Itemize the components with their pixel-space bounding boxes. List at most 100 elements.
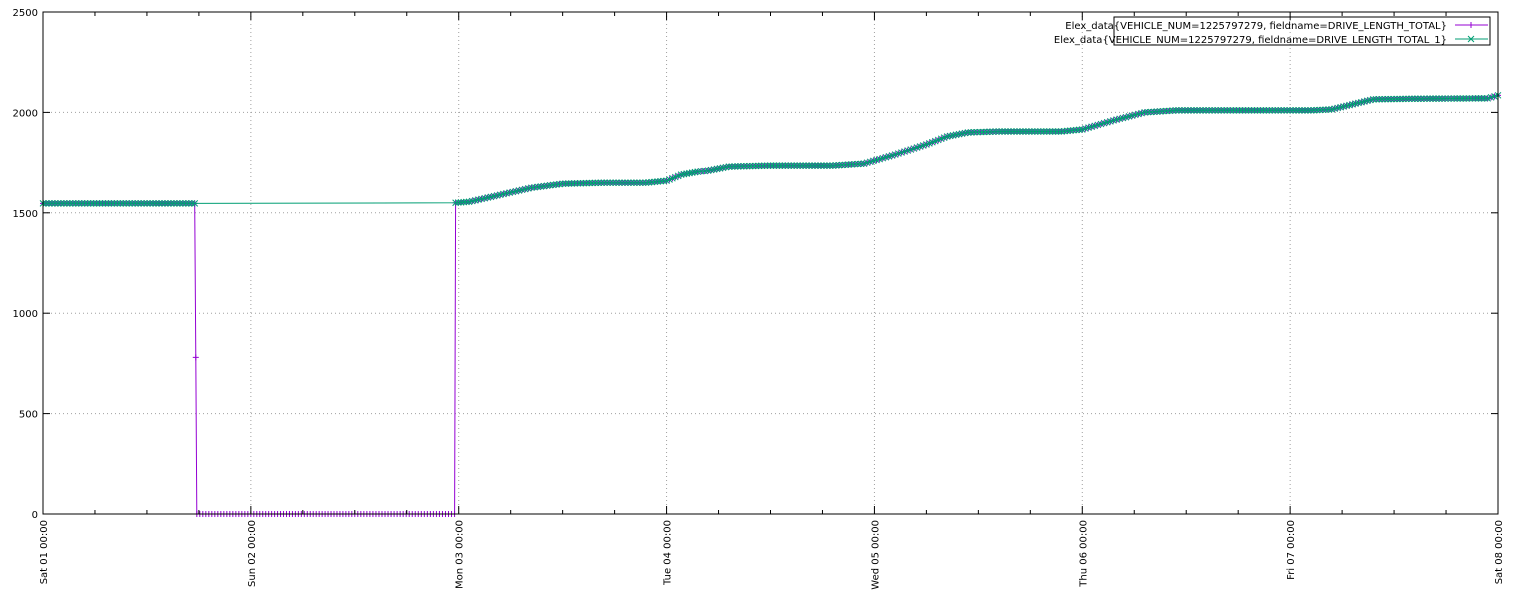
data-point — [1447, 95, 1455, 102]
data-point — [970, 128, 978, 136]
data-point — [1283, 107, 1291, 114]
y-tick-label: 2500 — [13, 8, 38, 19]
data-point — [1199, 107, 1207, 114]
data-point — [1469, 95, 1476, 102]
data-point — [176, 200, 184, 207]
data-point — [980, 128, 987, 136]
data-point — [1217, 107, 1225, 114]
data-point — [651, 178, 659, 186]
data-point — [125, 200, 133, 207]
data-point — [1435, 95, 1443, 102]
data-point — [758, 162, 765, 170]
data-point — [814, 162, 822, 169]
data-point — [1013, 128, 1021, 135]
data-point — [597, 179, 605, 187]
data-point — [784, 162, 792, 169]
data-point — [1172, 107, 1180, 114]
data-point — [87, 200, 94, 207]
series-markers — [40, 92, 1501, 517]
data-point — [1301, 107, 1309, 114]
data-point — [1242, 107, 1249, 114]
data-point — [1298, 107, 1306, 114]
data-point — [146, 200, 154, 207]
data-point — [1322, 106, 1330, 114]
data-point — [1187, 107, 1195, 114]
data-point — [191, 200, 199, 207]
data-point — [170, 200, 178, 207]
data-point — [51, 200, 59, 207]
data-point — [185, 200, 193, 207]
data-point — [648, 178, 656, 186]
data-point — [1405, 95, 1413, 103]
data-point — [84, 200, 91, 207]
data-point — [618, 179, 626, 187]
data-point — [636, 179, 644, 187]
data-point — [621, 179, 629, 187]
x-tick-label: Fri 07 00:00 — [1286, 520, 1297, 580]
data-point — [1307, 107, 1315, 114]
data-point — [764, 162, 771, 170]
data-point — [740, 162, 748, 170]
data-point — [1399, 95, 1407, 103]
data-point — [1280, 107, 1288, 114]
data-point — [781, 162, 789, 169]
data-point — [114, 200, 121, 207]
data-point — [1055, 128, 1062, 135]
data-point — [1381, 95, 1389, 103]
data-point — [1402, 95, 1410, 103]
data-point — [1196, 107, 1204, 114]
data-point — [820, 162, 828, 169]
data-point — [1475, 95, 1482, 102]
data-point — [117, 200, 124, 207]
data-point — [773, 162, 780, 169]
legend-label: Elex_data{VEHICLE_NUM=1225797279, fieldn… — [1065, 21, 1447, 32]
data-point — [779, 162, 786, 169]
data-point — [111, 200, 118, 207]
x-tick-label: Wed 05 00:00 — [870, 520, 881, 590]
data-point — [66, 200, 74, 207]
data-point — [48, 200, 56, 207]
data-point — [657, 177, 664, 185]
data-point — [152, 200, 160, 207]
x-tick-label: Sat 01 00:00 — [39, 520, 50, 584]
data-point — [645, 179, 653, 186]
data-point — [808, 162, 816, 169]
data-point — [1266, 107, 1273, 114]
data-point — [188, 200, 196, 207]
data-point — [1067, 127, 1074, 134]
data-point — [654, 178, 662, 185]
data-point — [1001, 128, 1009, 135]
data-point — [725, 163, 733, 170]
series-1 — [40, 92, 1501, 517]
data-point — [639, 179, 647, 187]
data-point — [1214, 107, 1222, 114]
data-point — [1064, 127, 1071, 135]
series-markers — [39, 91, 1502, 207]
data-point — [986, 128, 994, 136]
data-point — [78, 200, 86, 207]
data-point — [1049, 128, 1056, 135]
data-point — [192, 354, 199, 361]
series-line — [43, 94, 1499, 515]
data-point — [1223, 107, 1231, 114]
data-point — [591, 179, 599, 187]
data-point — [574, 179, 581, 187]
data-point — [1277, 107, 1285, 114]
data-point — [1289, 107, 1297, 114]
data-point — [1417, 95, 1425, 103]
data-point — [1227, 107, 1234, 114]
data-point — [164, 200, 172, 207]
data-point — [1271, 107, 1279, 114]
data-point — [1472, 95, 1479, 102]
x-tick-label: Thu 06 00:00 — [1078, 520, 1089, 588]
data-point — [588, 179, 596, 187]
data-point — [1468, 22, 1474, 28]
data-point — [1040, 128, 1048, 135]
data-point — [1423, 95, 1431, 103]
data-point — [161, 200, 169, 207]
data-point — [633, 179, 641, 187]
data-point — [746, 162, 754, 170]
data-point — [81, 200, 89, 207]
data-point — [568, 180, 575, 187]
